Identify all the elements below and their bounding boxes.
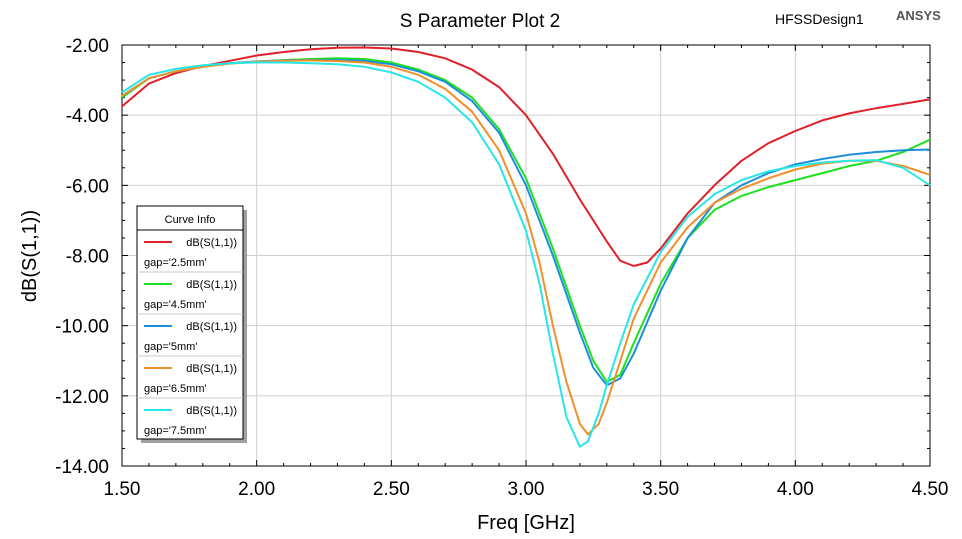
legend-series-name: dB(S(1,1)) bbox=[186, 321, 237, 333]
y-tick-label: -6.00 bbox=[66, 176, 109, 197]
y-axis-label: dB(S(1,1)) bbox=[19, 210, 41, 302]
x-tick-label: 2.50 bbox=[373, 479, 410, 500]
x-axis-label: Freq [GHz] bbox=[477, 512, 575, 534]
x-tick-label: 1.50 bbox=[104, 479, 141, 500]
legend-series-name: dB(S(1,1)) bbox=[186, 405, 237, 417]
minor-ticks bbox=[121, 44, 931, 467]
x-tick-label: 3.50 bbox=[642, 479, 679, 500]
legend-series-gap: gap='2.5mm' bbox=[144, 257, 207, 269]
legend-series-gap: gap='4.5mm' bbox=[144, 299, 207, 311]
tick-labels: 1.50 2.00 2.50 3.00 3.50 4.00 4.50 -2.00 -4.00 -6… bbox=[55, 36, 948, 500]
series-line-1 bbox=[121, 46, 931, 267]
brand-logo: ANSYS bbox=[896, 8, 941, 23]
x-tick-label: 4.00 bbox=[777, 479, 814, 500]
y-tick-label: -4.00 bbox=[66, 106, 109, 127]
y-tick-label: -2.00 bbox=[66, 36, 109, 57]
series-line-4 bbox=[121, 59, 931, 436]
chart-title: S Parameter Plot 2 bbox=[400, 11, 561, 32]
legend-series-gap: gap='5mm' bbox=[144, 341, 197, 353]
legend[interactable]: Curve Info dB(S(1,1)) gap='2.5mm' dB(S(1,1)… bbox=[136, 205, 247, 443]
x-tick-label: 3.00 bbox=[508, 479, 545, 500]
legend-box bbox=[136, 205, 244, 440]
x-tick-label: 2.00 bbox=[238, 479, 275, 500]
legend-series-gap: gap='6.5mm' bbox=[144, 383, 207, 395]
series-lines bbox=[121, 46, 931, 448]
legend-series-gap: gap='7.5mm' bbox=[144, 425, 207, 437]
y-tick-label: -8.00 bbox=[66, 247, 109, 268]
legend-title: Curve Info bbox=[165, 214, 216, 226]
legend-series-name: dB(S(1,1)) bbox=[186, 363, 237, 375]
y-tick-label: -10.00 bbox=[55, 317, 109, 338]
legend-series-name: dB(S(1,1)) bbox=[186, 279, 237, 291]
y-tick-label: -12.00 bbox=[55, 387, 109, 408]
x-tick-label: 4.50 bbox=[912, 479, 949, 500]
legend-series-name: dB(S(1,1)) bbox=[186, 237, 237, 249]
y-tick-label: -14.00 bbox=[55, 457, 109, 478]
design-name: HFSSDesign1 bbox=[775, 11, 864, 27]
series-line-5 bbox=[121, 61, 931, 448]
